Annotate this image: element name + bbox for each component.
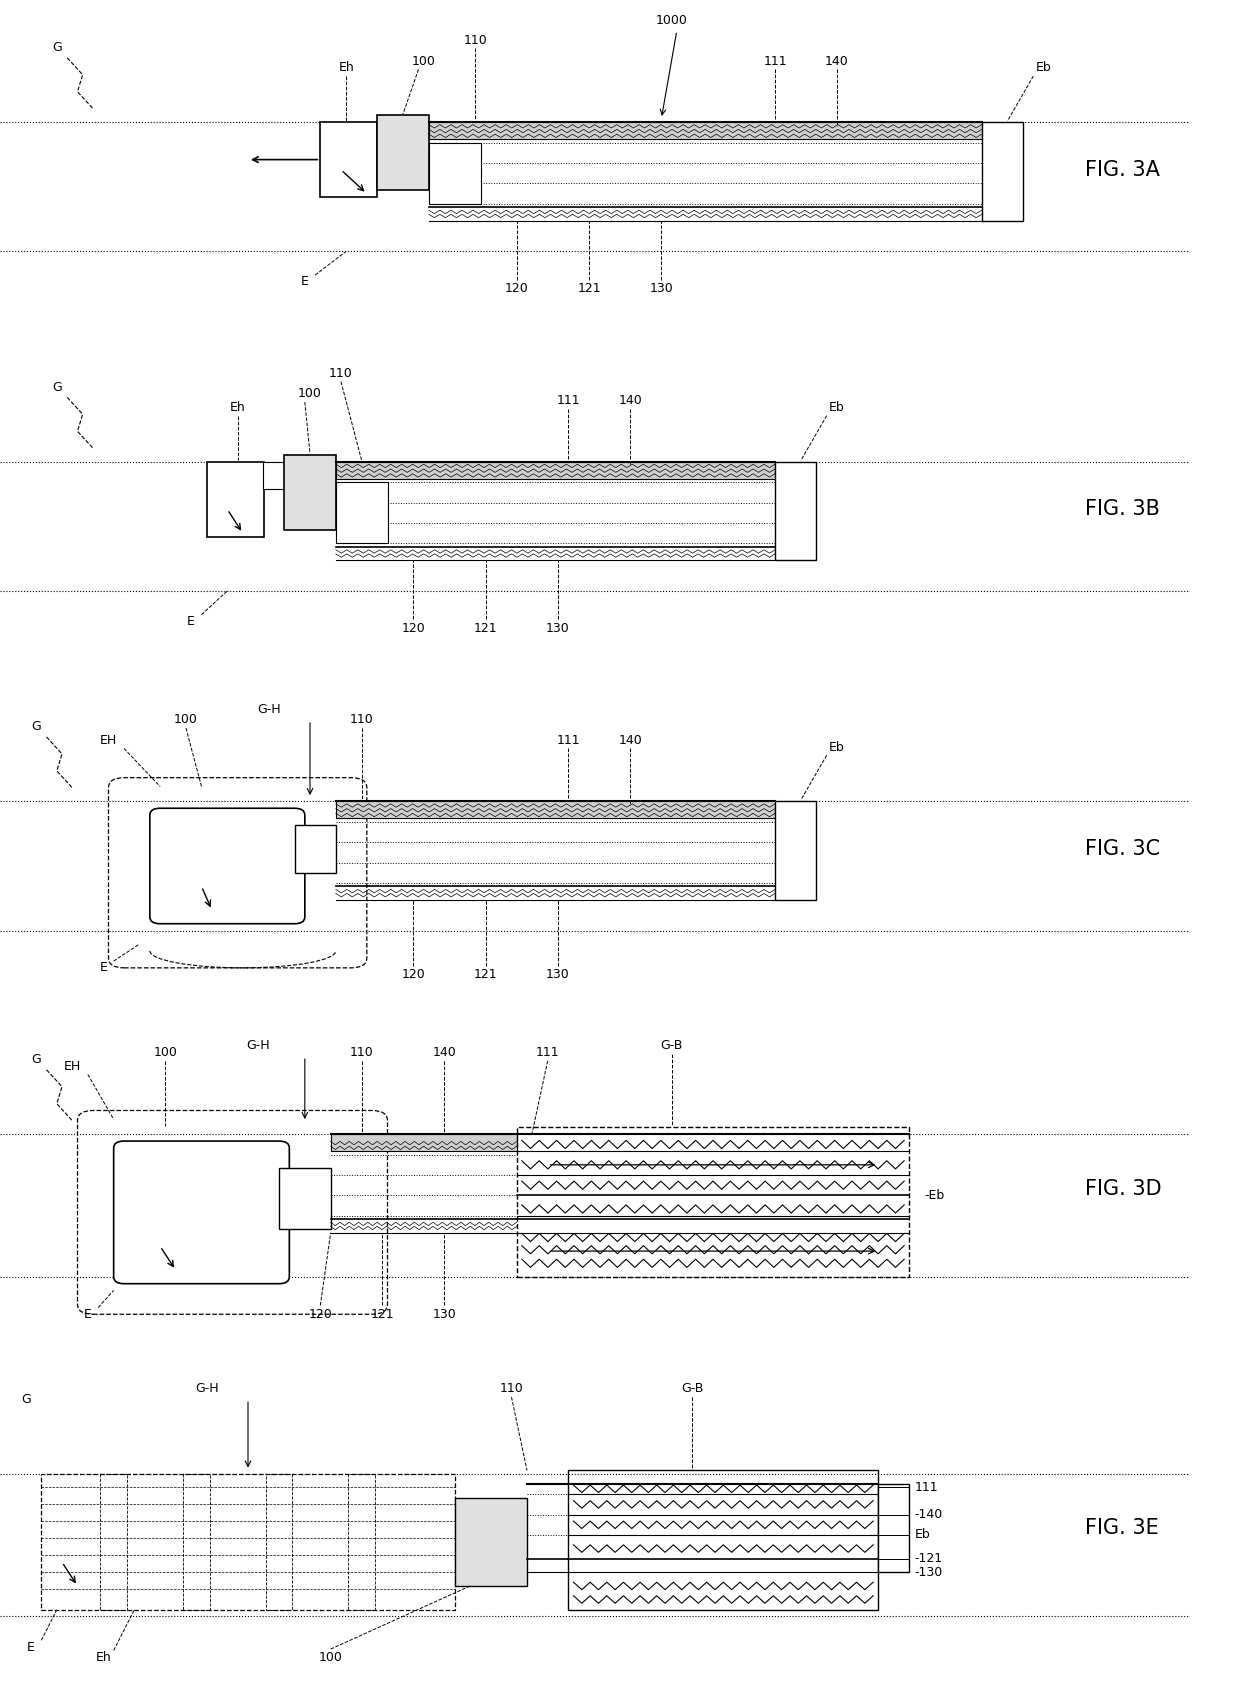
Bar	[284, 455, 336, 530]
Text: 130: 130	[650, 282, 673, 295]
Text: 120: 120	[402, 968, 425, 981]
Text: 110: 110	[329, 367, 353, 380]
Text: Eh: Eh	[339, 61, 355, 75]
Text: 120: 120	[309, 1307, 332, 1321]
Text: G-H: G-H	[195, 1382, 218, 1396]
Text: G: G	[31, 1053, 41, 1066]
Bar	[265, 1474, 293, 1610]
Text: -Eb: -Eb	[925, 1189, 945, 1202]
Text: Eb: Eb	[830, 401, 844, 414]
Bar	[336, 462, 775, 479]
Text: 130: 130	[546, 621, 570, 635]
Text: 100: 100	[174, 713, 198, 727]
Text: E: E	[301, 275, 309, 289]
Text: 140: 140	[433, 1046, 456, 1060]
Bar	[207, 462, 263, 537]
Bar	[775, 462, 816, 560]
Text: 100: 100	[412, 54, 435, 68]
Text: 111: 111	[914, 1481, 939, 1494]
Text: -121: -121	[914, 1552, 942, 1566]
Text: FIG. 3B: FIG. 3B	[1085, 499, 1159, 520]
Text: 111: 111	[763, 54, 787, 68]
Bar	[348, 1474, 374, 1610]
Text: FIG. 3C: FIG. 3C	[1085, 839, 1161, 859]
Text: G: G	[21, 1392, 31, 1406]
Bar	[377, 122, 398, 149]
Text: G-H: G-H	[257, 703, 280, 717]
Text: E: E	[99, 961, 108, 975]
Text: 100: 100	[319, 1650, 342, 1664]
Text: Eb: Eb	[830, 740, 844, 754]
Text: 130: 130	[546, 968, 570, 981]
Text: 121: 121	[474, 968, 497, 981]
Bar	[184, 1474, 210, 1610]
Text: 110: 110	[464, 34, 487, 48]
Text: -130: -130	[914, 1566, 942, 1579]
Bar	[429, 122, 982, 139]
Bar	[263, 462, 284, 489]
Bar	[279, 1168, 331, 1229]
Text: -140: -140	[914, 1508, 942, 1521]
Text: 121: 121	[371, 1307, 394, 1321]
Text: G-H: G-H	[247, 1039, 270, 1053]
Text: 110: 110	[350, 713, 373, 727]
Text: 1000: 1000	[656, 14, 688, 27]
Text: 100: 100	[298, 387, 322, 401]
Text: EH: EH	[63, 1060, 81, 1073]
FancyBboxPatch shape	[114, 1141, 289, 1284]
Bar	[568, 1470, 878, 1610]
Text: 140: 140	[825, 54, 849, 68]
Text: E: E	[187, 615, 195, 628]
Text: Eb: Eb	[1035, 61, 1052, 75]
Text: 110: 110	[500, 1382, 523, 1396]
Bar	[517, 1127, 909, 1277]
Text: EH: EH	[100, 734, 117, 747]
Text: G-B: G-B	[661, 1039, 683, 1053]
Bar	[982, 122, 1023, 221]
Text: G-B: G-B	[681, 1382, 703, 1396]
Text: 140: 140	[619, 734, 642, 747]
Text: G: G	[31, 720, 41, 734]
Bar	[331, 1134, 517, 1151]
Text: FIG. 3E: FIG. 3E	[1085, 1518, 1158, 1538]
Text: FIG. 3A: FIG. 3A	[1085, 160, 1159, 180]
Bar	[455, 1498, 527, 1586]
Text: Eh: Eh	[95, 1650, 112, 1664]
Bar	[100, 1474, 126, 1610]
Text: Eb: Eb	[914, 1528, 930, 1542]
Bar	[775, 801, 816, 900]
Text: FIG. 3D: FIG. 3D	[1085, 1178, 1162, 1199]
Text: 110: 110	[350, 1046, 373, 1060]
Text: G: G	[52, 380, 62, 394]
Bar	[336, 801, 775, 818]
Text: 140: 140	[619, 394, 642, 408]
Bar	[320, 122, 377, 197]
Text: 121: 121	[577, 282, 601, 295]
Bar	[878, 1484, 909, 1572]
Text: 120: 120	[402, 621, 425, 635]
Text: 121: 121	[474, 621, 497, 635]
Text: 111: 111	[536, 1046, 559, 1060]
Text: 100: 100	[154, 1046, 177, 1060]
Bar	[295, 825, 336, 873]
Text: E: E	[84, 1307, 92, 1321]
Text: 111: 111	[557, 394, 580, 408]
Text: G: G	[52, 41, 62, 54]
Bar	[377, 115, 429, 190]
Bar	[41, 1474, 455, 1610]
Text: 111: 111	[557, 734, 580, 747]
Text: E: E	[27, 1640, 35, 1654]
Bar	[429, 143, 481, 204]
Text: 120: 120	[505, 282, 528, 295]
Bar	[336, 482, 387, 543]
Text: 130: 130	[433, 1307, 456, 1321]
Text: Eh: Eh	[229, 401, 246, 414]
FancyBboxPatch shape	[150, 808, 305, 924]
